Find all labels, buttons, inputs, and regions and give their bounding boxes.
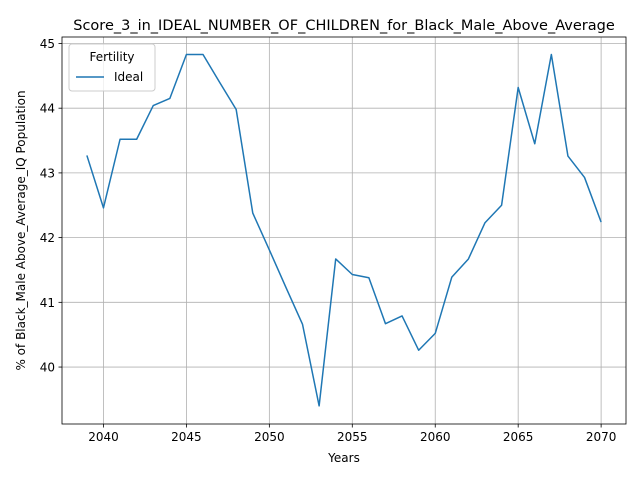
x-tick-label: 2055 [337, 430, 368, 444]
y-tick-label: 44 [40, 102, 55, 116]
gridlines [62, 37, 626, 424]
legend-title: Fertility [89, 50, 134, 64]
legend-label-ideal: Ideal [114, 70, 143, 84]
chart-title: Score_3_in_IDEAL_NUMBER_OF_CHILDREN_for_… [73, 18, 615, 34]
y-tick-label: 41 [40, 296, 55, 310]
x-tick-label: 2050 [254, 430, 285, 444]
x-tick-label: 2040 [88, 430, 119, 444]
y-axis-label: % of Black_Male Above_Average_IQ Populat… [14, 90, 28, 370]
axes-frame [61, 36, 627, 425]
x-axis-label: Years [327, 451, 360, 465]
x-tick-label: 2045 [171, 430, 202, 444]
legend-box [68, 43, 156, 92]
y-tick-label: 42 [40, 231, 55, 245]
y-tick-label: 45 [40, 37, 55, 51]
x-tick-label: 2060 [420, 430, 451, 444]
y-tick-label: 40 [40, 361, 55, 375]
y-tick-label: 43 [40, 166, 55, 180]
x-axis-ticks: 2040 2045 2050 2055 2060 2065 2070 [88, 424, 616, 444]
x-tick-label: 2065 [503, 430, 534, 444]
y-axis-ticks: 40 41 42 43 44 45 [40, 37, 62, 375]
plot-series [86, 53, 602, 407]
series-line-ideal [86, 53, 602, 407]
x-tick-label: 2070 [586, 430, 617, 444]
legend: Fertility Ideal [68, 43, 156, 92]
